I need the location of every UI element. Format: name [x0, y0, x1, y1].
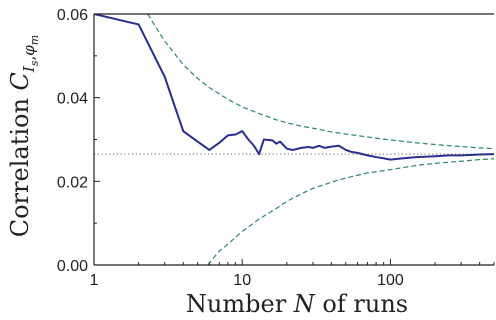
- y-tick-label: 0.00: [57, 258, 88, 275]
- y-axis-title-m: m: [28, 35, 41, 45]
- y-axis-title-subscript: I: [20, 65, 38, 73]
- upper-bound-line: [147, 14, 494, 150]
- y-axis-title-comma: ,: [20, 56, 38, 61]
- y-axis-title-text: Correlation: [6, 90, 34, 237]
- y-axis-title-symbol: C: [6, 72, 34, 90]
- x-axis-title-part-1: Number: [186, 290, 294, 318]
- x-tick-label: 1: [90, 272, 99, 289]
- tick-labels: 0.00 0.02 0.04 0.06 1 10 100: [57, 7, 404, 289]
- y-axis-title-sub-subscript: s: [28, 60, 41, 66]
- x-axis-title-symbol: N: [293, 290, 316, 318]
- y-tick-label: 0.02: [57, 174, 88, 191]
- x-axis-title: Number N of runs: [186, 290, 408, 318]
- correlation-series-line: [94, 14, 494, 161]
- y-tick-label: 0.06: [57, 7, 88, 24]
- y-tick-label: 0.04: [57, 91, 88, 108]
- y-axis-title-phi: φ: [20, 45, 38, 56]
- plot-area: [94, 14, 494, 265]
- axis-ticks: [93, 13, 495, 266]
- plot-frame: [93, 13, 494, 266]
- lower-bound-line: [207, 158, 494, 265]
- x-tick-label: 100: [377, 272, 404, 289]
- data-layer: [94, 14, 494, 265]
- y-axis-title: Correlation CIs,φm: [6, 35, 41, 238]
- x-axis-title-part-2: of runs: [315, 290, 408, 318]
- x-tick-label: 10: [233, 272, 251, 289]
